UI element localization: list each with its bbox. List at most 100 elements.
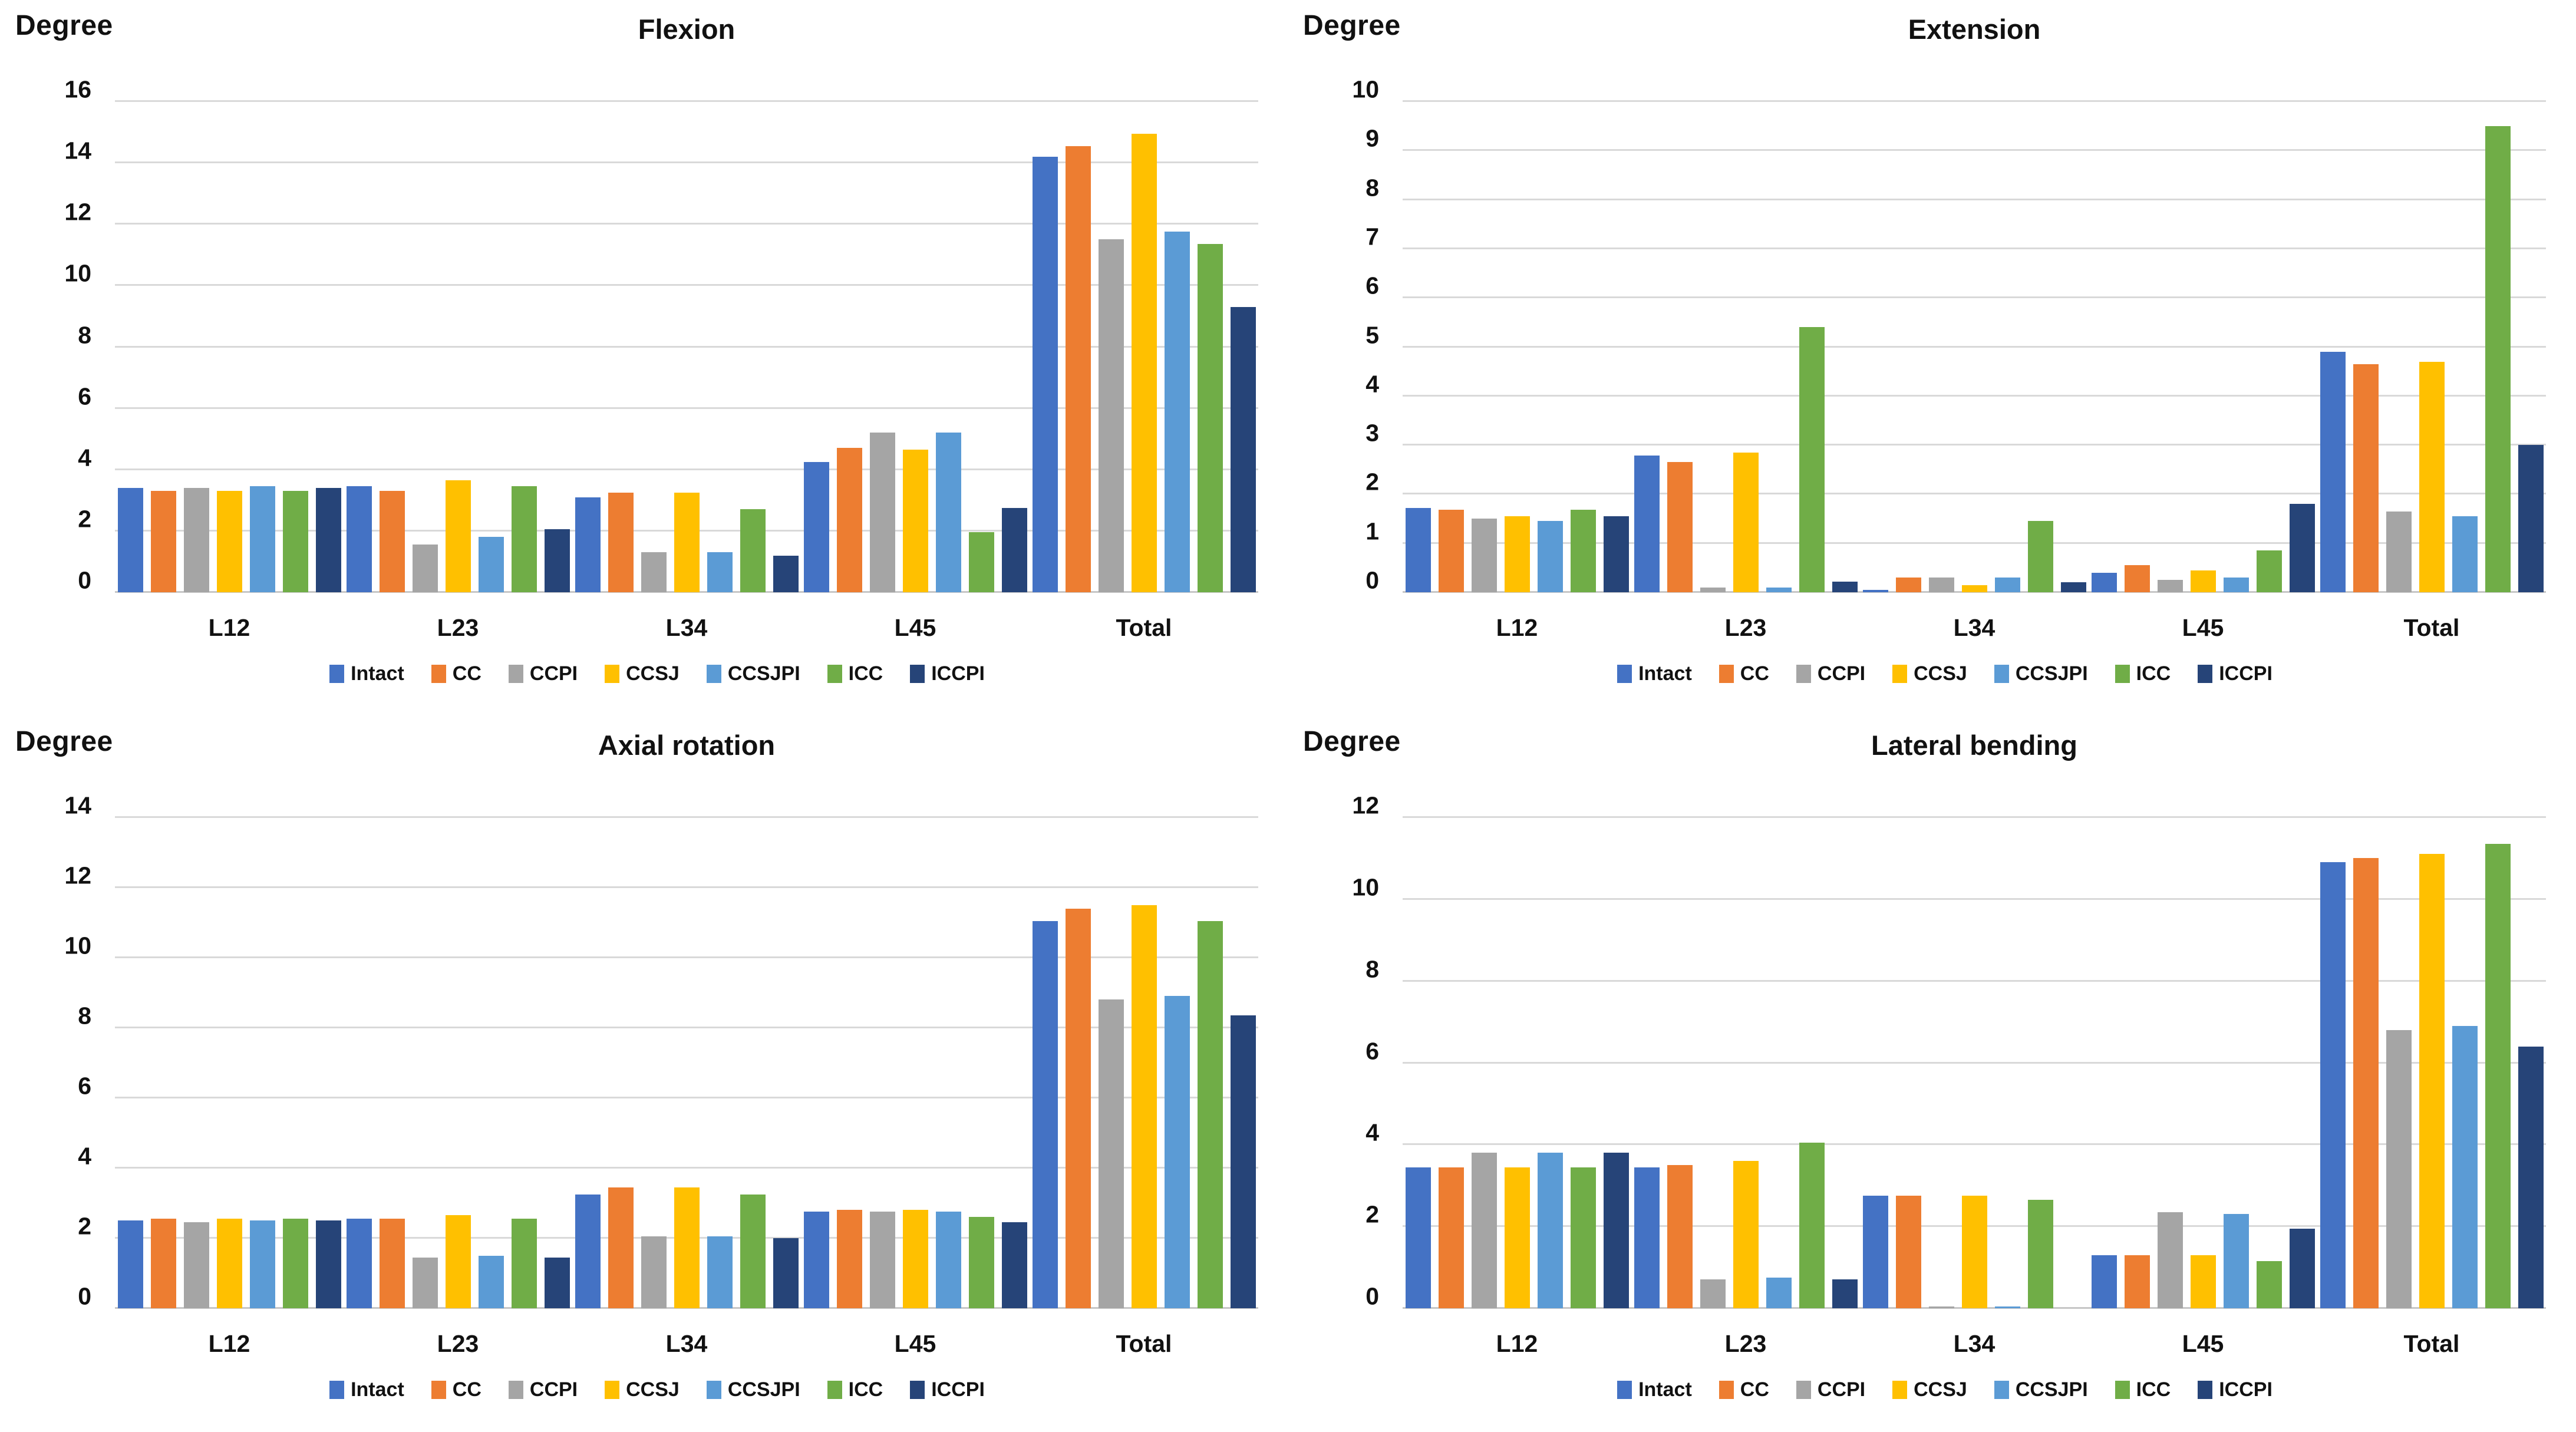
bar-l23-cc xyxy=(1667,1165,1693,1308)
bar-l45-ccpi xyxy=(2157,1212,2183,1308)
legend-marker-intact xyxy=(1617,1381,1632,1399)
legend-label-intact: Intact xyxy=(351,662,404,685)
y-tick-label-2: 2 xyxy=(1365,1200,1379,1228)
bar-l45-icc xyxy=(2256,550,2282,592)
bar-l45-icc xyxy=(968,1217,994,1308)
bar-l12-ccpi xyxy=(183,1222,209,1308)
bar-l12-cc xyxy=(150,1219,176,1308)
category-label-l23: L23 xyxy=(437,1330,479,1357)
legend-marker-ccsj xyxy=(1892,665,1908,683)
bar-l34-ccpi xyxy=(641,1236,667,1308)
gridline-y-6 xyxy=(115,1097,1258,1098)
legend-label-cc: CC xyxy=(452,1378,481,1401)
bar-l23-ccsjpi xyxy=(1766,1277,1792,1308)
category-axis-flexion: L12 L23 L34 L45 Total xyxy=(115,614,1258,642)
bar-l34-ccsjpi xyxy=(707,552,733,592)
bar-l12-ccsjpi xyxy=(1537,1153,1563,1308)
bar-total-intact xyxy=(2320,351,2346,592)
y-tick-label-1: 1 xyxy=(1365,517,1379,545)
chart-panel-axial-rotation: Degree Axial rotation 0 2 4 6 8 10 12 14 L12 L23 L34… xyxy=(0,716,1288,1432)
legend-marker-ccsjpi xyxy=(1994,1381,2009,1399)
bar-group-l34 xyxy=(572,817,801,1308)
gridline-y-1 xyxy=(1403,542,2546,544)
bar-l12-ccsj xyxy=(1504,516,1530,592)
category-label-l34: L34 xyxy=(665,1330,708,1357)
bar-group-total xyxy=(1030,817,1258,1308)
gridline-y-6 xyxy=(115,407,1258,409)
legend-label-ccsj: CCSJ xyxy=(1914,662,1967,685)
bar-l23-iccpi xyxy=(544,1257,570,1308)
bar-l23-intact xyxy=(346,486,372,592)
plot-area-axial-rotation: 0 2 4 6 8 10 12 14 xyxy=(64,793,1258,1309)
y-tick-label-10: 10 xyxy=(1352,75,1379,103)
bar-group-l12 xyxy=(1403,817,1631,1308)
y-tick-label-6: 6 xyxy=(1365,1037,1379,1064)
bar-l12-ccsj xyxy=(216,1219,242,1308)
gridline-y-9 xyxy=(1403,149,2546,151)
gridline-y-12 xyxy=(115,886,1258,888)
legend-item-ccpi: CCPI xyxy=(1796,1378,1865,1401)
legend-marker-ccsj xyxy=(1892,1381,1908,1399)
legend-marker-cc xyxy=(431,665,446,683)
bar-l34-ccpi xyxy=(1928,578,1954,592)
legend-item-intact: Intact xyxy=(1617,662,1692,685)
legend-marker-ccsj xyxy=(605,665,620,683)
category-label-l23: L23 xyxy=(1724,614,1767,641)
bar-l34-ccsjpi xyxy=(707,1236,733,1308)
bar-l23-cc xyxy=(379,491,405,592)
legend-marker-icc xyxy=(2115,665,2130,683)
gridline-y-10 xyxy=(1403,898,2546,900)
bar-l34-ccsj xyxy=(1961,585,1987,592)
legend-label-iccpi: ICCPI xyxy=(2219,662,2272,685)
gridline-y-6 xyxy=(1403,1061,2546,1064)
bar-l34-ccsj xyxy=(674,492,700,592)
y-tick-label-8: 8 xyxy=(78,321,91,348)
bar-l34-cc xyxy=(608,492,634,592)
bar-l12-iccpi xyxy=(315,488,341,592)
bar-l34-intact xyxy=(575,497,601,592)
bar-l12-ccsj xyxy=(1504,1167,1530,1308)
bar-groups-flexion xyxy=(115,101,1258,592)
bar-groups-axial-rotation xyxy=(115,817,1258,1308)
bar-l34-iccpi xyxy=(773,1238,799,1308)
y-tick-label-5: 5 xyxy=(1365,321,1379,348)
bar-group-l23 xyxy=(344,101,572,592)
bar-total-ccpi xyxy=(1098,239,1124,592)
bar-l23-ccpi xyxy=(1700,587,1726,592)
category-label-l12: L12 xyxy=(208,1330,250,1357)
bar-l23-ccsj xyxy=(1733,452,1759,592)
bar-group-l23 xyxy=(344,817,572,1308)
legend-item-ccsjpi: CCSJPI xyxy=(1994,1378,2088,1401)
bar-total-iccpi xyxy=(2518,445,2544,592)
bar-l23-intact xyxy=(346,1219,372,1308)
bar-l45-cc xyxy=(2124,1255,2150,1308)
bar-l34-icc xyxy=(2027,521,2053,592)
legend-item-cc: CC xyxy=(1719,662,1769,685)
bar-l45-ccsjpi xyxy=(2223,578,2249,592)
bar-l34-cc xyxy=(608,1187,634,1308)
bar-total-ccsj xyxy=(1131,905,1157,1308)
plot-area-extension: 0 1 2 3 4 5 6 7 8 9 10 xyxy=(1352,77,2546,593)
bar-group-l23 xyxy=(1631,817,1860,1308)
bar-l34-ccsj xyxy=(674,1187,700,1308)
category-label-total: Total xyxy=(2403,1330,2460,1357)
legend-item-icc: ICC xyxy=(2115,662,2171,685)
gridline-y-8 xyxy=(115,1027,1258,1029)
y-tick-label-8: 8 xyxy=(78,1002,91,1030)
legend-item-cc: CC xyxy=(431,662,481,685)
legend-item-ccpi: CCPI xyxy=(508,662,578,685)
legend-label-icc: ICC xyxy=(2136,662,2171,685)
bar-total-cc xyxy=(2353,858,2379,1308)
y-tick-label-10: 10 xyxy=(1352,873,1379,901)
bar-l23-icc xyxy=(1799,1142,1825,1308)
y-tick-label-12: 12 xyxy=(1352,791,1379,819)
legend-label-icc: ICC xyxy=(848,1378,883,1401)
bar-l45-cc xyxy=(836,448,862,592)
bar-l12-ccsjpi xyxy=(1537,521,1563,592)
legend-item-iccpi: ICCPI xyxy=(2198,662,2272,685)
bar-l12-cc xyxy=(150,491,176,592)
bar-total-icc xyxy=(2485,844,2511,1308)
legend-label-intact: Intact xyxy=(1638,662,1692,685)
bar-group-l34 xyxy=(572,101,801,592)
bar-l45-intact xyxy=(2091,1255,2117,1308)
